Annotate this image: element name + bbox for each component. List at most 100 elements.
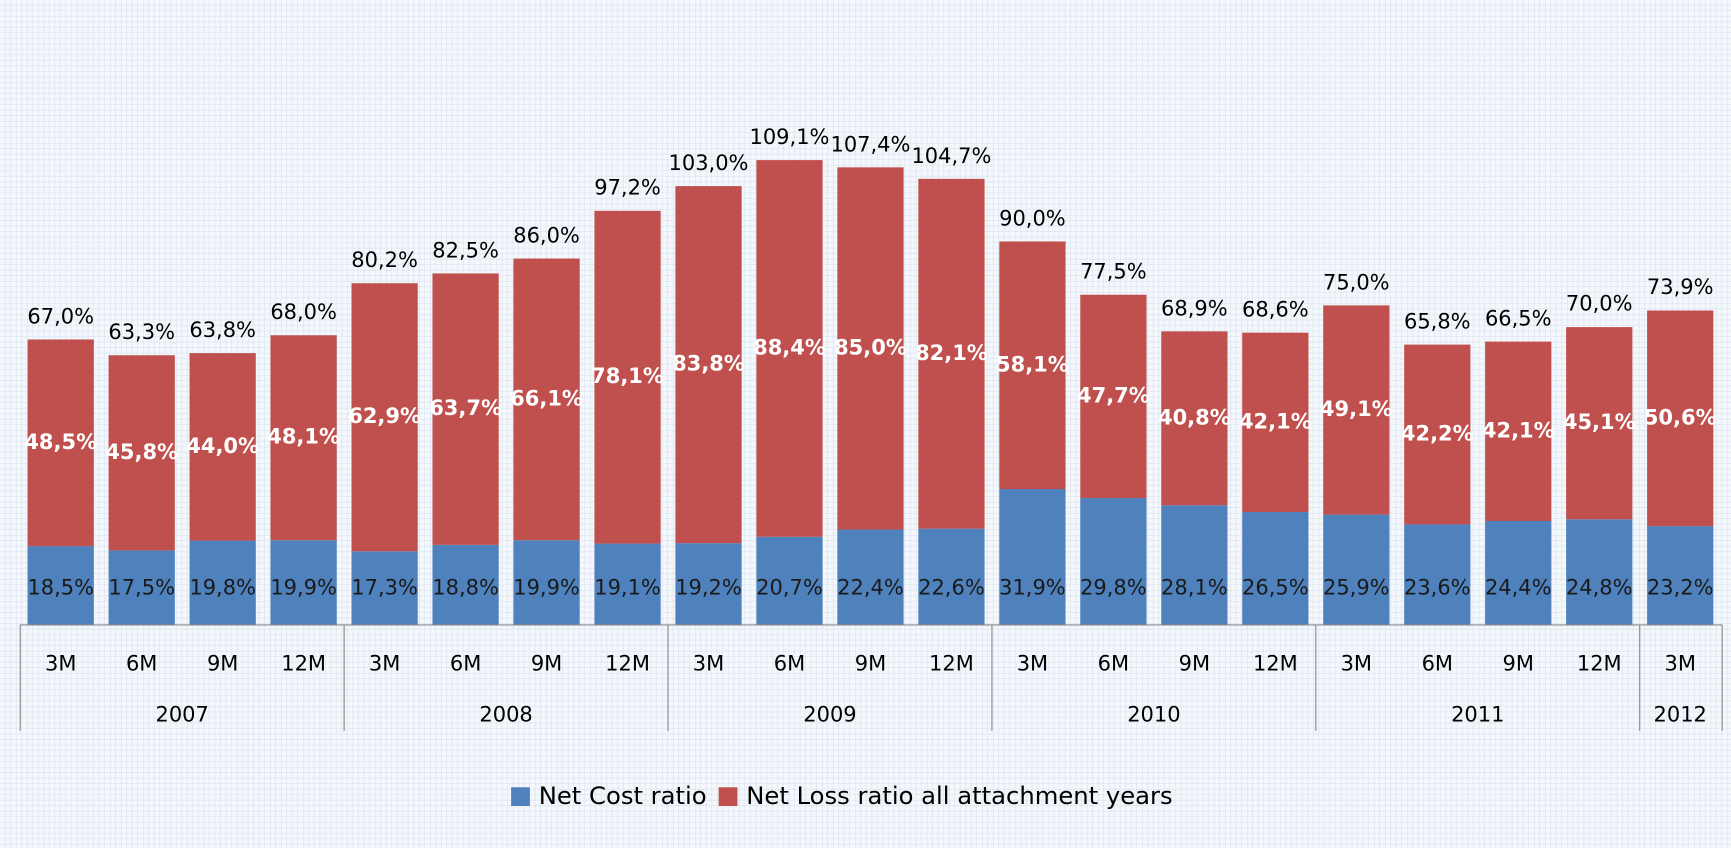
value-label: 42,1% [1482,418,1555,442]
value-label: 44,0% [186,434,259,458]
total-label: 63,8% [189,318,256,342]
bar-segment [27,339,94,547]
x-tick-label: 6M [1422,652,1453,676]
bar-segment [27,546,94,625]
x-tick-label: 3M [369,652,400,676]
bar-segment [270,540,337,625]
bar-segment [1647,310,1714,527]
x-tick-label: 6M [450,652,481,676]
x-tick-label: 9M [207,652,238,676]
bar-segment [1566,327,1633,520]
value-label: 22,4% [837,576,904,600]
total-label: 109,1% [750,125,830,149]
value-label: 19,9% [270,576,337,600]
value-label: 24,4% [1485,576,1552,600]
value-label: 88,4% [753,335,826,359]
bar-segment [918,528,985,625]
x-tick-label: 12M [605,652,650,676]
bar-segment [1161,331,1228,506]
bar-segment [594,543,661,625]
total-label: 65,8% [1404,310,1471,334]
value-label: 66,1% [510,386,583,410]
bar-segment [189,540,256,625]
value-label: 17,5% [108,576,175,600]
value-label: 48,1% [267,425,340,449]
value-label: 49,1% [1320,397,1393,421]
bar-segment [1161,505,1228,625]
total-label: 80,2% [351,248,418,272]
value-label: 25,9% [1323,576,1390,600]
value-label: 23,6% [1404,576,1471,600]
bar-segment [270,335,337,541]
bar-segment [108,550,175,625]
value-label: 45,8% [105,440,178,464]
value-label: 28,1% [1161,576,1228,600]
bar-segment [513,540,580,625]
bar-segment [108,355,175,551]
total-label: 63,3% [108,320,175,344]
group-label: 2010 [1127,702,1180,726]
bar-segment [1323,305,1390,515]
value-label: 18,8% [432,576,499,600]
value-label: 19,8% [189,576,256,600]
value-label: 78,1% [591,364,664,388]
total-label: 107,4% [830,132,910,156]
x-tick-label: 12M [281,652,326,676]
value-label: 47,7% [1077,383,1150,407]
value-label: 58,1% [996,352,1069,376]
bar-segment [675,543,742,625]
x-tick-label: 3M [1665,652,1696,676]
bar-segment [837,167,904,530]
value-label: 17,3% [351,576,418,600]
value-label: 63,7% [429,396,502,420]
value-label: 42,2% [1401,421,1474,445]
x-tick-label: 12M [1253,652,1298,676]
x-tick-label: 12M [929,652,974,676]
total-label: 97,2% [594,176,661,200]
value-label: 42,1% [1239,409,1312,433]
bar-segment [1080,294,1147,498]
x-tick-label: 6M [1098,652,1129,676]
total-label: 66,5% [1485,307,1552,331]
value-label: 23,2% [1647,576,1714,600]
total-label: 77,5% [1080,260,1147,284]
bar-segment [513,258,580,541]
bar-segment [837,529,904,625]
group-label: 2007 [155,702,208,726]
value-label: 22,6% [918,576,985,600]
bar-segment [756,536,823,625]
total-label: 68,0% [270,300,337,324]
legend-swatch [718,787,738,807]
group-label: 2012 [1654,702,1707,726]
value-label: 19,9% [513,576,580,600]
total-label: 73,9% [1647,275,1714,299]
value-label: 20,7% [756,576,823,600]
bar-segment [756,160,823,537]
total-label: 103,0% [669,151,749,175]
value-label: 40,8% [1158,405,1231,429]
total-label: 68,6% [1242,298,1309,322]
bar-segment [432,273,499,545]
value-label: 85,0% [834,335,907,359]
bar-segment [1404,524,1471,625]
value-label: 62,9% [348,404,421,428]
value-label: 24,8% [1566,576,1633,600]
x-tick-label: 9M [1503,652,1534,676]
bar-segment [918,178,985,529]
bar-segment [1242,512,1309,625]
bar-segment [1566,519,1633,625]
bar-segment [999,241,1066,490]
total-label: 104,7% [911,144,991,168]
bar-segment [1485,520,1552,625]
group-label: 2008 [479,702,532,726]
x-tick-label: 9M [531,652,562,676]
value-label: 48,5% [24,430,97,454]
legend-label: Net Loss ratio all attachment years [746,781,1172,810]
bar-segment [1242,332,1309,513]
bar-segment [189,353,256,541]
legend-label: Net Cost ratio [539,781,707,810]
x-tick-label: 3M [1341,652,1372,676]
total-label: 82,5% [432,238,499,262]
value-label: 31,9% [999,576,1066,600]
